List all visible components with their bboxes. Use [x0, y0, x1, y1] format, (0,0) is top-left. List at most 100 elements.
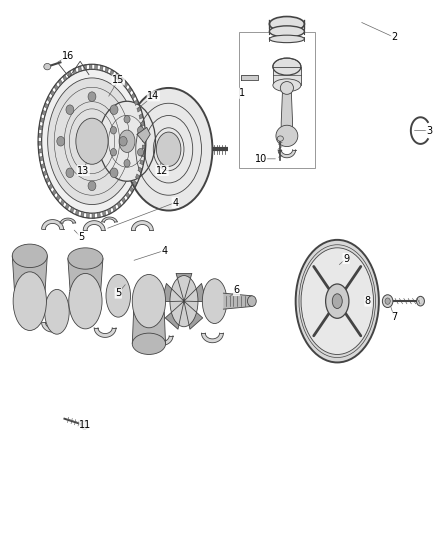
Polygon shape — [95, 64, 98, 70]
Polygon shape — [184, 301, 203, 329]
Ellipse shape — [110, 168, 118, 177]
Polygon shape — [133, 181, 137, 187]
Polygon shape — [141, 122, 145, 126]
Text: 4: 4 — [161, 246, 167, 255]
Ellipse shape — [12, 244, 47, 268]
Polygon shape — [417, 301, 420, 306]
Ellipse shape — [138, 149, 144, 156]
Ellipse shape — [45, 289, 69, 334]
Polygon shape — [202, 291, 218, 296]
Polygon shape — [12, 256, 47, 290]
Ellipse shape — [66, 168, 74, 177]
Ellipse shape — [332, 294, 342, 309]
Polygon shape — [417, 298, 420, 304]
Ellipse shape — [269, 35, 304, 43]
Bar — [239, 32, 315, 168]
Polygon shape — [73, 68, 76, 74]
Polygon shape — [113, 205, 117, 212]
Polygon shape — [142, 129, 145, 134]
Polygon shape — [420, 296, 424, 301]
Text: 2: 2 — [391, 33, 397, 42]
Polygon shape — [126, 192, 130, 198]
Polygon shape — [54, 84, 58, 91]
Ellipse shape — [247, 296, 256, 306]
Text: 5: 5 — [115, 288, 121, 298]
Polygon shape — [132, 312, 166, 344]
Ellipse shape — [280, 82, 293, 94]
Ellipse shape — [99, 101, 155, 181]
Text: 1: 1 — [239, 88, 245, 98]
Polygon shape — [138, 167, 142, 173]
Ellipse shape — [296, 240, 379, 362]
Polygon shape — [42, 220, 64, 229]
Polygon shape — [94, 328, 116, 337]
Ellipse shape — [88, 181, 96, 191]
Text: 10: 10 — [254, 154, 267, 164]
Text: 11: 11 — [79, 420, 92, 430]
Polygon shape — [52, 189, 57, 196]
Ellipse shape — [277, 136, 283, 141]
Polygon shape — [44, 103, 48, 109]
Ellipse shape — [273, 58, 301, 75]
Ellipse shape — [119, 136, 127, 146]
Polygon shape — [60, 199, 64, 206]
Polygon shape — [38, 141, 42, 146]
Polygon shape — [65, 204, 69, 210]
Text: 14: 14 — [147, 91, 159, 101]
Ellipse shape — [42, 69, 142, 213]
Polygon shape — [129, 187, 134, 193]
Polygon shape — [84, 64, 87, 70]
Ellipse shape — [124, 116, 130, 123]
Ellipse shape — [110, 126, 117, 134]
Polygon shape — [142, 145, 146, 149]
Ellipse shape — [125, 88, 212, 211]
Polygon shape — [278, 150, 296, 158]
Polygon shape — [108, 208, 111, 214]
Polygon shape — [156, 291, 172, 296]
Polygon shape — [89, 64, 92, 69]
Polygon shape — [139, 114, 143, 119]
Ellipse shape — [13, 272, 46, 330]
Ellipse shape — [88, 92, 96, 101]
Polygon shape — [420, 298, 424, 304]
Ellipse shape — [156, 132, 181, 166]
Ellipse shape — [325, 284, 349, 318]
Ellipse shape — [269, 17, 304, 31]
Polygon shape — [184, 284, 206, 302]
Polygon shape — [100, 65, 103, 71]
Text: 8: 8 — [365, 296, 371, 306]
Text: 9: 9 — [343, 254, 349, 263]
Polygon shape — [165, 301, 184, 329]
Ellipse shape — [106, 274, 131, 317]
Polygon shape — [45, 177, 50, 183]
Polygon shape — [39, 156, 43, 161]
Polygon shape — [38, 133, 42, 138]
Polygon shape — [137, 106, 141, 112]
Polygon shape — [137, 127, 150, 143]
Ellipse shape — [170, 276, 198, 327]
Polygon shape — [417, 296, 420, 301]
Text: 7: 7 — [391, 312, 397, 322]
Polygon shape — [420, 301, 424, 306]
Polygon shape — [131, 221, 153, 230]
Polygon shape — [83, 221, 105, 230]
Ellipse shape — [132, 274, 166, 328]
Polygon shape — [110, 287, 126, 293]
Polygon shape — [140, 160, 144, 165]
Polygon shape — [102, 211, 106, 216]
Text: 15: 15 — [112, 75, 124, 85]
Text: 6: 6 — [233, 286, 240, 295]
Ellipse shape — [132, 333, 166, 354]
Polygon shape — [67, 71, 71, 77]
Ellipse shape — [110, 105, 118, 115]
Polygon shape — [78, 66, 81, 72]
Ellipse shape — [76, 118, 108, 164]
Ellipse shape — [273, 79, 301, 92]
Ellipse shape — [382, 295, 393, 308]
Polygon shape — [241, 75, 258, 80]
Text: 16: 16 — [62, 51, 74, 61]
Polygon shape — [58, 79, 62, 85]
Polygon shape — [122, 197, 126, 204]
Polygon shape — [48, 183, 53, 190]
Polygon shape — [39, 149, 42, 154]
